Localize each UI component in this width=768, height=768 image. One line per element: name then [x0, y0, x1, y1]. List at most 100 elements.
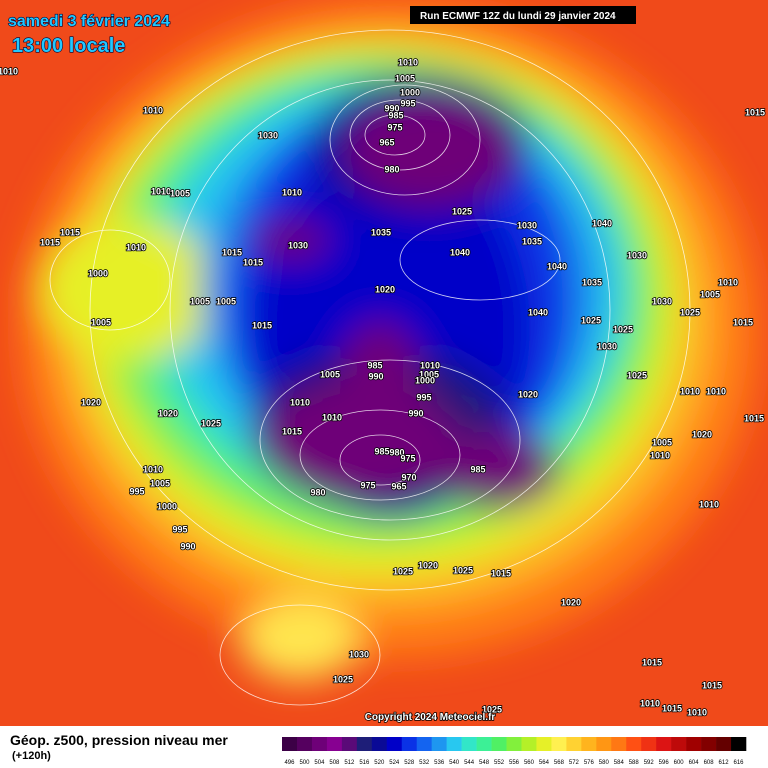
colorbar-swatch — [686, 737, 702, 751]
isobar-label: 995 — [172, 524, 187, 534]
isobar-label: 975 — [387, 122, 402, 132]
isobar-label: 1015 — [40, 237, 60, 247]
isobar-label: 965 — [379, 137, 394, 147]
colorbar-swatch — [461, 737, 477, 751]
isobar-label: 1025 — [333, 674, 353, 684]
isobar-label: 1020 — [561, 597, 581, 607]
isobar-label: 1005 — [395, 73, 415, 83]
isobar-label: 1020 — [692, 429, 712, 439]
colorbar-label: 608 — [704, 760, 715, 766]
isobar-label: 1010 — [680, 386, 700, 396]
colorbar-label: 544 — [464, 760, 475, 766]
isobar-label: 1000 — [415, 375, 435, 385]
colorbar-label: 596 — [659, 760, 670, 766]
colorbar-label: 556 — [509, 760, 520, 766]
isobar-label: 970 — [401, 472, 416, 482]
isobar-label: 990 — [180, 541, 195, 551]
colorbar-swatch — [311, 737, 328, 751]
isobar-label: 995 — [400, 98, 415, 108]
colorbar-swatch — [626, 737, 642, 751]
isobar-label: 1015 — [222, 247, 242, 257]
isobar-label: 1015 — [744, 413, 764, 423]
isobar-label: 1010 — [640, 698, 660, 708]
colorbar-label: 560 — [524, 760, 535, 766]
isobar-label: 1025 — [680, 307, 700, 317]
isobar-label: 1020 — [158, 408, 178, 418]
colorbar-swatch — [296, 737, 313, 751]
isobar-label: 985 — [374, 446, 389, 456]
isobar-label: 1025 — [627, 370, 647, 380]
legend-title: Géop. z500, pression niveau mer — [10, 732, 228, 748]
isobar-label: 1030 — [517, 220, 537, 230]
isobar-label: 1005 — [216, 296, 236, 306]
isobar-label: 965 — [391, 481, 406, 491]
colorbar-label: 532 — [419, 760, 430, 766]
isobar-label: 1030 — [349, 649, 369, 659]
isobar-label: 1000 — [88, 268, 108, 278]
colorbar-swatch — [731, 737, 747, 751]
geopotential-field — [20, 0, 760, 680]
isobar-label: 975 — [400, 453, 415, 463]
isobar-label: 1010 — [687, 707, 707, 717]
isobar-label: 1020 — [518, 389, 538, 399]
isobar-label: 1005 — [419, 369, 439, 379]
colorbar-label: 548 — [479, 760, 490, 766]
isobar-label: 1010 — [718, 277, 738, 287]
isobar-label: 1015 — [282, 426, 302, 436]
colorbar-swatch — [566, 737, 582, 751]
isobar-label: 1030 — [597, 341, 617, 351]
isobar-label: 1005 — [150, 478, 170, 488]
isobar-label: 1005 — [320, 369, 340, 379]
isobar-label: 990 — [368, 371, 383, 381]
colorbar-label: 516 — [359, 760, 370, 766]
isobar-label: 1005 — [91, 317, 111, 327]
colorbar-label: 524 — [389, 760, 400, 766]
isobar-label: 1010 — [143, 105, 163, 115]
isobar-label: 995 — [129, 486, 144, 496]
isobar-label: 1025 — [453, 565, 473, 575]
isobar-label: 1025 — [581, 315, 601, 325]
isobar-label: 1015 — [702, 680, 722, 690]
forecast-time: 13:00 locale — [12, 35, 125, 57]
isobar-label: 1010 — [322, 412, 342, 422]
isobar-label: 1015 — [745, 107, 765, 117]
colorbar-label: 504 — [314, 760, 325, 766]
colorbar-label: 592 — [644, 760, 655, 766]
isobar-label: 985 — [388, 110, 403, 120]
colorbar-label: 604 — [689, 760, 700, 766]
isobar-label: 1030 — [258, 130, 278, 140]
isobar-label: 1025 — [452, 206, 472, 216]
isobar-label: 985 — [470, 464, 485, 474]
colorbar-label: 520 — [374, 760, 385, 766]
isobar-label: 1030 — [652, 296, 672, 306]
colorbar-swatch — [671, 737, 687, 751]
isobar-label: 1015 — [243, 257, 263, 267]
colorbar-label: 512 — [344, 760, 355, 766]
isobar-labels: 1010101010051000995990985975965980103010… — [0, 57, 766, 719]
isobar-label: 1040 — [547, 261, 567, 271]
isobar-label: 1000 — [157, 501, 177, 511]
isobar-label: 1030 — [627, 250, 647, 260]
colorbar-swatch — [536, 737, 552, 751]
colorbar-swatch — [596, 737, 612, 751]
colorbar-label: 572 — [569, 760, 580, 766]
colorbar-swatch — [656, 737, 672, 751]
isobar-label: 1035 — [522, 236, 542, 246]
isobar-label: 1030 — [288, 240, 308, 250]
isobar-label: 1020 — [81, 397, 101, 407]
colorbar-swatch — [341, 737, 358, 751]
isobar-label: 1015 — [733, 317, 753, 327]
isobar-label: 1025 — [201, 418, 221, 428]
colorbar-swatch — [431, 737, 447, 751]
isobar-label: 1010 — [706, 386, 726, 396]
copyright: Copyright 2024 Meteociel.fr — [365, 712, 496, 723]
isobar-label: 1015 — [642, 657, 662, 667]
isobar-label: 1005 — [170, 188, 190, 198]
isobar-label: 1040 — [528, 307, 548, 317]
isobar-label: 975 — [360, 480, 375, 490]
isobar-label: 1015 — [662, 703, 682, 713]
colorbar-swatch — [701, 737, 717, 751]
colorbar-swatch — [446, 737, 462, 751]
isobar-label: 1005 — [190, 296, 210, 306]
